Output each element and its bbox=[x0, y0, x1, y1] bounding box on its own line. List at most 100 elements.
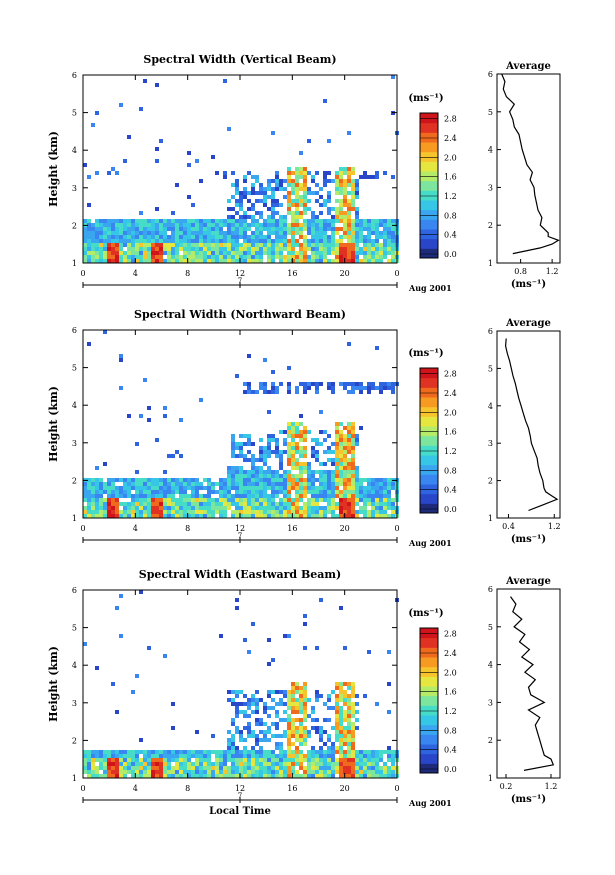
heatmap-cell bbox=[331, 450, 335, 454]
average-frame bbox=[496, 73, 561, 264]
heatmap-cell bbox=[347, 766, 351, 770]
colorbar-swatch bbox=[420, 132, 438, 143]
heatmap-cell bbox=[203, 235, 207, 239]
heatmap-cell bbox=[251, 175, 255, 179]
heatmap-cell bbox=[215, 219, 219, 223]
heatmap-cell bbox=[371, 514, 375, 518]
heatmap-cell bbox=[243, 710, 247, 714]
heatmap-cell bbox=[307, 191, 311, 195]
heatmap-cell bbox=[351, 722, 355, 726]
avg-x-tick-label: 1.2 bbox=[545, 782, 558, 791]
heatmap-cell bbox=[183, 486, 187, 490]
heatmap-cell bbox=[91, 750, 95, 754]
heatmap-cell bbox=[191, 227, 195, 231]
heatmap-cell bbox=[251, 458, 255, 462]
heatmap-cell bbox=[267, 259, 271, 263]
heatmap-cell bbox=[103, 462, 107, 466]
heatmap-cell bbox=[287, 494, 291, 498]
x-tick-label: 0 bbox=[80, 524, 85, 533]
heatmap-cell bbox=[267, 446, 271, 450]
heatmap-cell bbox=[247, 227, 251, 231]
heatmap-cell bbox=[119, 510, 123, 514]
heatmap-cell bbox=[239, 247, 243, 251]
heatmap-cell bbox=[295, 710, 299, 714]
heatmap-cell bbox=[319, 486, 323, 490]
heatmap-cell bbox=[311, 498, 315, 502]
heatmap-cell bbox=[291, 462, 295, 466]
heatmap-cell bbox=[171, 247, 175, 251]
heatmap-cell bbox=[163, 239, 167, 243]
heatmap-cell bbox=[359, 498, 363, 502]
heatmap-cell bbox=[111, 510, 115, 514]
heatmap-cell bbox=[307, 207, 311, 211]
heatmap-cell bbox=[347, 199, 351, 203]
heatmap-cell bbox=[351, 259, 355, 263]
heatmap-cell bbox=[87, 243, 91, 247]
heatmap-cell bbox=[91, 486, 95, 490]
heatmap-cell bbox=[275, 390, 279, 394]
heatmap-cell bbox=[207, 478, 211, 482]
heatmap-cell bbox=[255, 750, 259, 754]
heatmap-cell bbox=[311, 211, 315, 215]
heatmap-cell bbox=[283, 187, 287, 191]
heatmap-cell bbox=[263, 758, 267, 762]
heatmap-cell bbox=[279, 486, 283, 490]
heatmap-cell bbox=[327, 750, 331, 754]
heatmap-cell bbox=[111, 259, 115, 263]
heatmap-cell bbox=[127, 494, 131, 498]
heatmap-cell bbox=[335, 750, 339, 754]
heatmap-cell bbox=[175, 750, 179, 754]
heatmap-cell bbox=[203, 219, 207, 223]
heatmap-cell bbox=[347, 183, 351, 187]
heatmap-cell bbox=[179, 231, 183, 235]
heatmap-cell bbox=[199, 758, 203, 762]
heatmap-cell bbox=[115, 231, 119, 235]
heatmap-cell bbox=[119, 358, 123, 362]
heatmap-cell bbox=[155, 235, 159, 239]
heatmap-cell bbox=[243, 694, 247, 698]
heatmap-cell bbox=[95, 466, 99, 470]
heatmap-cell bbox=[167, 754, 171, 758]
heatmap-cell bbox=[351, 710, 355, 714]
heatmap-cell bbox=[279, 187, 283, 191]
heatmap-cell bbox=[371, 382, 375, 386]
heatmap-cell bbox=[115, 606, 119, 610]
heatmap-cell bbox=[323, 766, 327, 770]
heatmap-cell bbox=[167, 486, 171, 490]
heatmap-cell bbox=[243, 227, 247, 231]
heatmap-cell bbox=[107, 506, 111, 510]
heatmap-cell bbox=[371, 478, 375, 482]
heatmap-cell bbox=[247, 438, 251, 442]
heatmap-cell bbox=[347, 682, 351, 686]
heatmap-cell bbox=[339, 382, 343, 386]
heatmap-cell bbox=[303, 726, 307, 730]
heatmap-cell bbox=[95, 478, 99, 482]
heatmap-cell bbox=[331, 742, 335, 746]
heatmap-cell bbox=[139, 259, 143, 263]
heatmap-cell bbox=[287, 223, 291, 227]
heatmap-cell bbox=[291, 199, 295, 203]
heatmap-cell bbox=[147, 770, 151, 774]
heatmap-cell bbox=[183, 235, 187, 239]
x-tick-label: 8 bbox=[185, 269, 190, 278]
heatmap-cell bbox=[171, 239, 175, 243]
heatmap-cell bbox=[251, 251, 255, 255]
heatmap-cell bbox=[283, 754, 287, 758]
heatmap-cell bbox=[139, 107, 143, 111]
heatmap-cell bbox=[191, 247, 195, 251]
y-axis-label: Height (km) bbox=[47, 131, 60, 207]
heatmap-cell bbox=[315, 454, 319, 458]
heatmap-cell bbox=[307, 502, 311, 506]
heatmap-cell bbox=[323, 470, 327, 474]
heatmap-cell bbox=[327, 734, 331, 738]
heatmap-cell bbox=[251, 498, 255, 502]
heatmap-cell bbox=[215, 758, 219, 762]
heatmap-cell bbox=[187, 247, 191, 251]
heatmap-cell bbox=[263, 458, 267, 462]
heatmap-cell bbox=[295, 430, 299, 434]
heatmap-cell bbox=[203, 510, 207, 514]
heatmap-cell bbox=[223, 486, 227, 490]
heatmap-cell bbox=[223, 758, 227, 762]
heatmap-cell bbox=[183, 494, 187, 498]
heatmap-cell bbox=[291, 191, 295, 195]
